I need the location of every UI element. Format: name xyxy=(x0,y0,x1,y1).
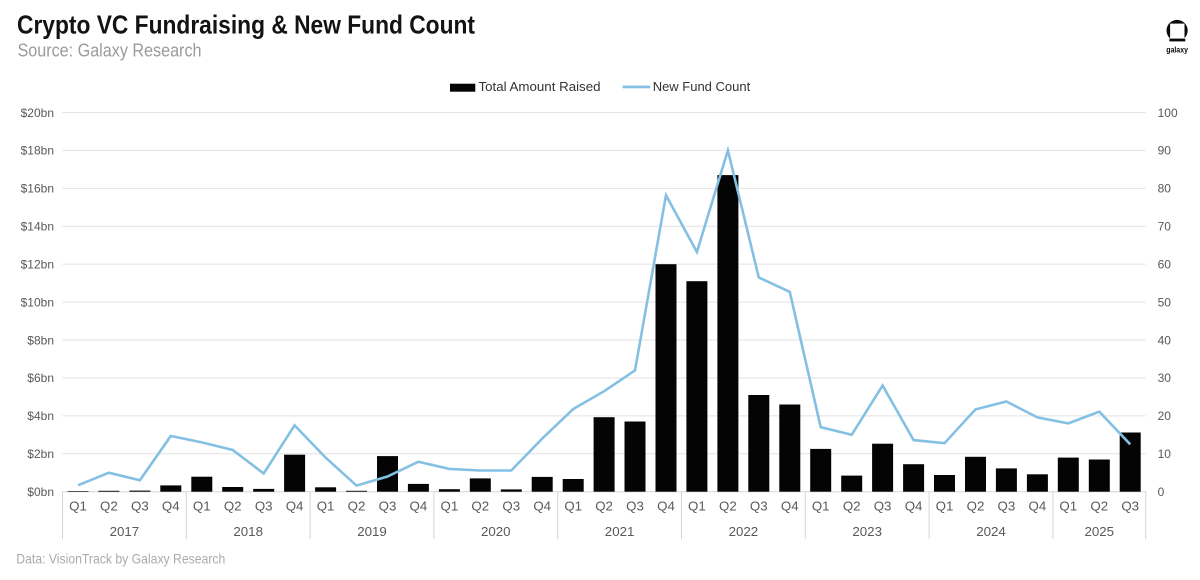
svg-text:Q1: Q1 xyxy=(441,499,459,514)
svg-text:Q4: Q4 xyxy=(905,499,923,514)
svg-text:Q3: Q3 xyxy=(502,499,520,514)
svg-text:Q1: Q1 xyxy=(317,499,335,514)
svg-text:40: 40 xyxy=(1158,333,1172,347)
svg-text:0: 0 xyxy=(1158,485,1165,499)
svg-text:$12bn: $12bn xyxy=(21,258,54,272)
svg-text:Q3: Q3 xyxy=(1121,499,1139,514)
svg-text:Q1: Q1 xyxy=(688,499,706,514)
svg-text:100: 100 xyxy=(1158,106,1178,120)
svg-text:$16bn: $16bn xyxy=(21,182,54,196)
svg-text:2023: 2023 xyxy=(852,524,882,539)
svg-text:2019: 2019 xyxy=(357,524,387,539)
svg-text:Q1: Q1 xyxy=(193,499,211,514)
svg-text:50: 50 xyxy=(1158,295,1172,309)
svg-text:Q4: Q4 xyxy=(781,499,799,514)
svg-text:Q4: Q4 xyxy=(657,499,675,514)
svg-text:$20bn: $20bn xyxy=(21,106,54,120)
svg-text:60: 60 xyxy=(1158,258,1172,272)
svg-text:Q2: Q2 xyxy=(719,499,737,514)
svg-text:galaxy: galaxy xyxy=(1166,45,1188,54)
svg-text:Q4: Q4 xyxy=(286,499,304,514)
svg-text:Q3: Q3 xyxy=(379,499,397,514)
svg-text:90: 90 xyxy=(1158,144,1172,158)
svg-text:Source: Galaxy Research: Source: Galaxy Research xyxy=(18,39,202,60)
svg-text:$8bn: $8bn xyxy=(27,333,54,347)
svg-text:10: 10 xyxy=(1158,447,1172,461)
svg-text:Q3: Q3 xyxy=(131,499,149,514)
svg-text:Q3: Q3 xyxy=(998,499,1016,514)
svg-text:30: 30 xyxy=(1158,371,1172,385)
svg-text:Q2: Q2 xyxy=(100,499,118,514)
svg-text:$6bn: $6bn xyxy=(27,371,54,385)
svg-text:Q2: Q2 xyxy=(471,499,489,514)
svg-text:Crypto VC Fundraising & New Fu: Crypto VC Fundraising & New Fund Count xyxy=(17,9,475,39)
svg-text:$14bn: $14bn xyxy=(21,220,54,234)
svg-text:Q1: Q1 xyxy=(69,499,87,514)
svg-text:Q4: Q4 xyxy=(410,499,428,514)
svg-text:Data: VisionTrack by Galaxy Re: Data: VisionTrack by Galaxy Research xyxy=(16,551,225,567)
svg-text:Q4: Q4 xyxy=(533,499,551,514)
svg-text:Q1: Q1 xyxy=(812,499,830,514)
svg-text:2021: 2021 xyxy=(605,524,635,539)
svg-text:2024: 2024 xyxy=(976,524,1006,539)
svg-text:20: 20 xyxy=(1158,409,1172,423)
svg-text:Q2: Q2 xyxy=(224,499,242,514)
svg-text:Q3: Q3 xyxy=(750,499,768,514)
svg-text:70: 70 xyxy=(1158,220,1172,234)
svg-text:2025: 2025 xyxy=(1085,524,1115,539)
svg-text:2017: 2017 xyxy=(110,524,140,539)
svg-text:Q1: Q1 xyxy=(936,499,954,514)
svg-text:Q2: Q2 xyxy=(348,499,366,514)
svg-text:2018: 2018 xyxy=(233,524,263,539)
svg-text:80: 80 xyxy=(1158,182,1172,196)
svg-text:Q4: Q4 xyxy=(1029,499,1047,514)
svg-text:Q2: Q2 xyxy=(843,499,861,514)
svg-text:Q3: Q3 xyxy=(626,499,644,514)
svg-text:Q4: Q4 xyxy=(162,499,180,514)
svg-text:Total Amount Raised: Total Amount Raised xyxy=(479,79,601,94)
svg-text:Q2: Q2 xyxy=(595,499,613,514)
svg-text:2022: 2022 xyxy=(729,524,759,539)
svg-text:$0bn: $0bn xyxy=(27,485,54,499)
svg-text:$2bn: $2bn xyxy=(27,447,54,461)
svg-text:2020: 2020 xyxy=(481,524,511,539)
svg-text:$10bn: $10bn xyxy=(21,295,54,309)
svg-text:Q1: Q1 xyxy=(1059,499,1077,514)
svg-text:$18bn: $18bn xyxy=(21,144,54,158)
svg-text:Q3: Q3 xyxy=(255,499,273,514)
svg-text:Q3: Q3 xyxy=(874,499,892,514)
svg-text:New Fund Count: New Fund Count xyxy=(653,79,751,94)
svg-text:$4bn: $4bn xyxy=(27,409,54,423)
svg-text:Q2: Q2 xyxy=(1090,499,1108,514)
svg-text:Q1: Q1 xyxy=(564,499,582,514)
svg-text:Q2: Q2 xyxy=(967,499,985,514)
